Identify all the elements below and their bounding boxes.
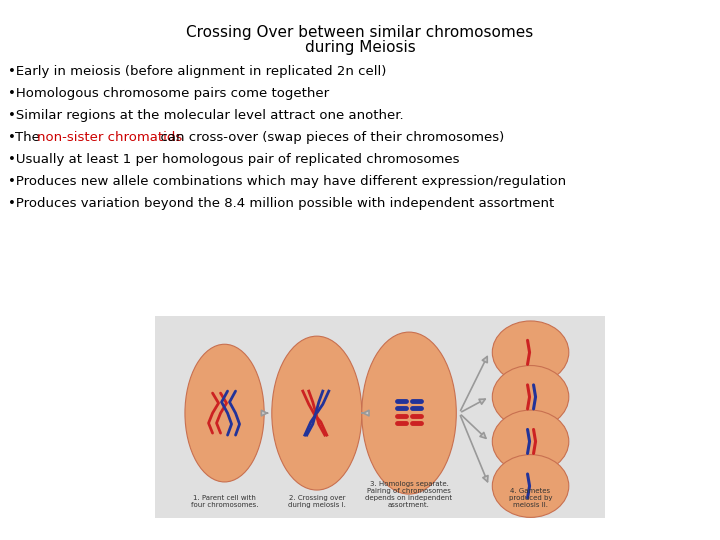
Text: can cross-over (swap pieces of their chromosomes): can cross-over (swap pieces of their chr… xyxy=(153,131,505,144)
Bar xyxy=(155,316,605,518)
Text: 3. Homologs separate.
Pairing of chromosomes
depends on independent
assortment.: 3. Homologs separate. Pairing of chromos… xyxy=(366,481,453,508)
Text: 1. Parent cell with
four chromosomes.: 1. Parent cell with four chromosomes. xyxy=(191,495,258,508)
Text: 4. Gametes
produced by
meiosis II.: 4. Gametes produced by meiosis II. xyxy=(509,488,552,508)
Text: •Produces variation beyond the 8.4 million possible with independent assortment: •Produces variation beyond the 8.4 milli… xyxy=(8,197,554,210)
Text: during Meiosis: during Meiosis xyxy=(305,40,415,55)
Text: •Early in meiosis (before alignment in replicated 2n cell): •Early in meiosis (before alignment in r… xyxy=(8,65,387,78)
Ellipse shape xyxy=(492,455,569,517)
Text: •Usually at least 1 per homologous pair of replicated chromosomes: •Usually at least 1 per homologous pair … xyxy=(8,153,459,166)
Text: •: • xyxy=(8,131,16,144)
Ellipse shape xyxy=(272,336,362,490)
Ellipse shape xyxy=(492,410,569,473)
Text: non-sister chromatids: non-sister chromatids xyxy=(37,131,182,144)
Text: •Homologous chromosome pairs come together: •Homologous chromosome pairs come togeth… xyxy=(8,87,329,100)
Text: •Similar regions at the molecular level attract one another.: •Similar regions at the molecular level … xyxy=(8,109,404,122)
Ellipse shape xyxy=(185,345,264,482)
Text: •Produces new allele combinations which may have different expression/regulation: •Produces new allele combinations which … xyxy=(8,175,566,188)
Ellipse shape xyxy=(361,332,456,494)
Ellipse shape xyxy=(492,321,569,384)
Text: 2. Crossing over
during meiosis I.: 2. Crossing over during meiosis I. xyxy=(288,495,346,508)
Ellipse shape xyxy=(492,366,569,428)
Text: Crossing Over between similar chromosomes: Crossing Over between similar chromosome… xyxy=(186,25,534,40)
Text: The: The xyxy=(15,131,44,144)
